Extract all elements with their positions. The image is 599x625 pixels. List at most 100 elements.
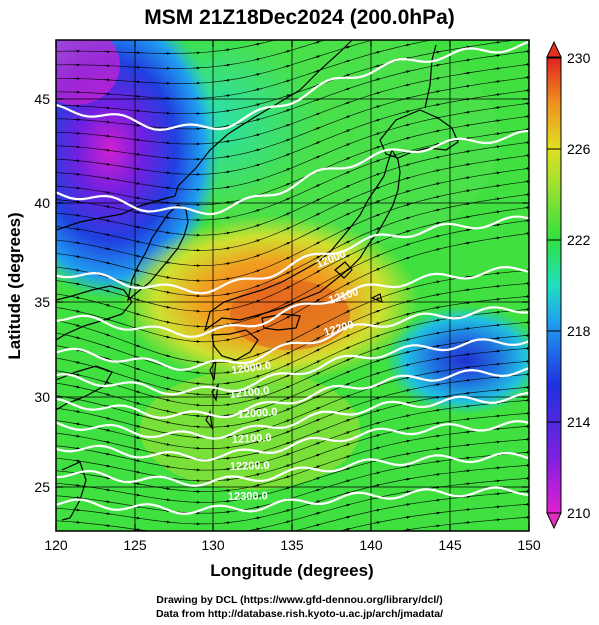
wind-arrow [314, 536, 320, 538]
wind-arrow [283, 94, 291, 98]
height-contour [56, 392, 529, 440]
y-tick-label: 25 [34, 479, 50, 495]
wind-arrow [223, 510, 231, 514]
wind-arrow [344, 33, 350, 35]
wind-arrow [344, 5, 350, 7]
wind-arrow [433, 370, 441, 374]
wind-arrow [283, 430, 291, 434]
wind-arrow [403, 515, 411, 519]
wind-arrow [133, 196, 141, 200]
coastline [56, 40, 459, 521]
wind-arrow [493, 41, 501, 44]
wind-arrow [163, 156, 171, 160]
wind-arrow [433, 396, 441, 399]
wind-arrow [493, 145, 501, 149]
wind-arrow [493, 54, 501, 57]
wind-arrow [343, 143, 351, 147]
wind-arrow [133, 254, 141, 258]
wind-arrow [163, 231, 171, 234]
wind-arrow [344, 541, 350, 542]
wind-arrow [343, 394, 351, 398]
wind-arrow [343, 310, 351, 314]
wind-arrow [253, 88, 261, 91]
wind-arrow [224, 34, 230, 35]
wind-arrow [463, 71, 471, 75]
wind-arrow [493, 310, 501, 314]
wind-arrow [253, 473, 261, 476]
height-contour [56, 129, 529, 216]
wind-arrow [523, 295, 529, 298]
wind-arrow [433, 156, 441, 159]
wind-arrow [253, 505, 261, 509]
wind-arrow [103, 205, 111, 208]
y-tick-label: 35 [34, 294, 50, 310]
wind-arrow [163, 305, 171, 309]
wind-arrow [103, 289, 111, 293]
wind-arrow [103, 428, 111, 432]
wind-arrow [163, 465, 171, 468]
wind-arrow [223, 140, 231, 143]
wind-arrow [133, 123, 141, 127]
wind-arrow [433, 408, 441, 412]
height-contour [56, 420, 529, 462]
wind-arrow [313, 227, 321, 231]
wind-arrow [164, 533, 170, 534]
wind-arrow [343, 254, 351, 259]
wind-arrow [133, 424, 141, 428]
wind-arrow [283, 241, 291, 246]
wind-arrow [463, 366, 471, 369]
contour-label: 12000.0 [237, 406, 278, 421]
wind-arrow [493, 184, 501, 188]
plot-area [56, 5, 529, 565]
wind-arrow [463, 301, 471, 305]
wind-arrow [133, 225, 141, 229]
height-contour [56, 486, 529, 516]
wind-arrow [493, 375, 501, 379]
wind-arrow [433, 182, 441, 186]
wind-arrow [493, 132, 501, 136]
wind-arrow [403, 300, 411, 304]
wind-arrow [343, 455, 351, 459]
wind-arrow [283, 520, 291, 524]
wind-arrow [103, 440, 111, 444]
wind-arrow [283, 50, 291, 53]
wind-arrow [163, 335, 171, 339]
wind-arrow [403, 427, 411, 430]
contour-label: 12100.0 [229, 385, 270, 401]
wind-arrow [133, 167, 141, 171]
wind-arrow [373, 227, 381, 231]
wind-arrow [403, 243, 411, 247]
wind-arrow [373, 521, 381, 525]
wind-arrow [523, 89, 529, 92]
wind-arrow [433, 447, 441, 451]
wind-arrow [313, 383, 321, 388]
colorbar-min-arrow [546, 512, 562, 530]
wind-arrow [283, 109, 291, 112]
wind-arrow [133, 459, 141, 462]
wind-arrow [223, 78, 231, 82]
wind-arrow [223, 403, 231, 407]
wind-arrow [313, 442, 321, 446]
wind-arrow [343, 527, 351, 531]
wind-arrow [223, 414, 231, 417]
colorbar-tick-label: 230 [567, 50, 591, 66]
wind-arrow [464, 20, 470, 21]
wind-arrow [103, 488, 111, 492]
wind-arrow [283, 315, 291, 320]
wind-arrow [134, 564, 140, 565]
wind-arrow [403, 110, 411, 114]
wind-arrow [404, 18, 410, 19]
wind-arrow [253, 269, 261, 273]
wind-arrow [523, 76, 529, 79]
wind-arrow [343, 46, 351, 49]
wind-arrow [73, 360, 81, 364]
wind-arrow [223, 277, 231, 281]
wind-arrow [223, 48, 231, 52]
x-tick-label: 120 [44, 537, 68, 553]
height-contour [56, 306, 529, 371]
wind-arrow [403, 256, 411, 260]
wind-arrow [343, 212, 351, 217]
wind-arrow [133, 470, 141, 474]
wind-arrow [343, 226, 351, 231]
wind-arrow [343, 503, 351, 507]
